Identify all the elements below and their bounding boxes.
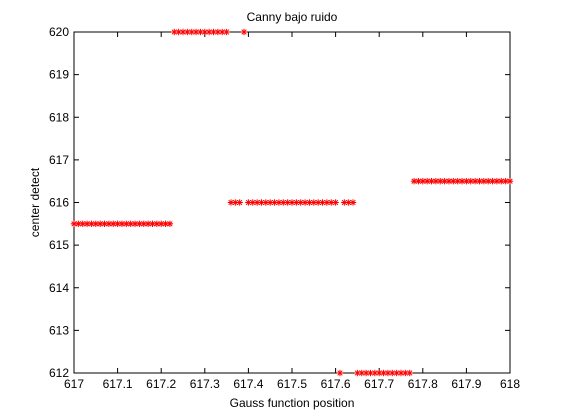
chart-title: Canny bajo ruido xyxy=(247,10,338,24)
data-point xyxy=(166,220,174,228)
x-tick-label: 617.5 xyxy=(277,377,307,391)
y-tick-label: 615 xyxy=(49,238,69,252)
data-points xyxy=(70,28,514,377)
data-point xyxy=(332,199,339,206)
data-point xyxy=(240,28,248,36)
x-tick-label: 617.7 xyxy=(364,377,394,391)
data-point xyxy=(476,177,483,185)
x-tick-label: 617 xyxy=(64,377,84,391)
data-point xyxy=(371,369,379,377)
data-point xyxy=(432,177,440,185)
y-axis-label: center detect xyxy=(28,167,42,237)
x-tick-label: 617.8 xyxy=(408,377,438,391)
y-tick-label: 620 xyxy=(49,25,69,39)
data-point xyxy=(437,177,444,185)
data-point xyxy=(328,199,335,206)
data-point xyxy=(197,28,204,36)
data-point xyxy=(223,28,230,36)
y-axis: 612 613 614 615 616 617 618 619 620 xyxy=(49,25,510,380)
x-tick-label: 617.2 xyxy=(146,377,176,391)
data-point xyxy=(389,369,396,377)
data-point xyxy=(402,369,409,377)
data-point xyxy=(480,177,488,185)
data-point xyxy=(506,177,514,185)
y-tick-label: 616 xyxy=(49,196,69,210)
data-point xyxy=(380,369,387,377)
data-point xyxy=(236,199,243,206)
data-point xyxy=(249,199,256,206)
data-point xyxy=(280,199,287,206)
data-point xyxy=(245,199,252,206)
x-tick-label: 617.9 xyxy=(451,377,481,391)
y-tick-label: 619 xyxy=(49,68,69,82)
data-point xyxy=(214,28,222,36)
x-tick-label: 617.4 xyxy=(233,377,263,391)
y-tick-label: 612 xyxy=(49,366,69,380)
y-tick-label: 614 xyxy=(49,281,69,295)
x-tick-label: 617.6 xyxy=(321,377,351,391)
data-point xyxy=(406,369,413,377)
data-point xyxy=(232,199,239,206)
data-point xyxy=(349,199,357,206)
y-tick-label: 618 xyxy=(49,110,69,124)
x-tick-label: 617.1 xyxy=(103,377,133,391)
data-point xyxy=(267,199,274,206)
x-tick-label: 618 xyxy=(500,377,520,391)
data-point xyxy=(384,369,392,377)
data-point xyxy=(144,220,152,228)
data-point xyxy=(319,199,326,206)
data-point xyxy=(336,369,344,377)
data-point xyxy=(96,220,104,228)
data-point xyxy=(179,28,187,36)
x-axis: 617 617.1 617.2 617.3 617.4 617.5 617.6 617.7 61… xyxy=(64,32,520,391)
y-tick-label: 617 xyxy=(49,153,69,167)
x-axis-label: Gauss function position xyxy=(230,396,355,410)
y-tick-label: 613 xyxy=(49,323,69,337)
x-tick-label: 617.3 xyxy=(190,377,220,391)
